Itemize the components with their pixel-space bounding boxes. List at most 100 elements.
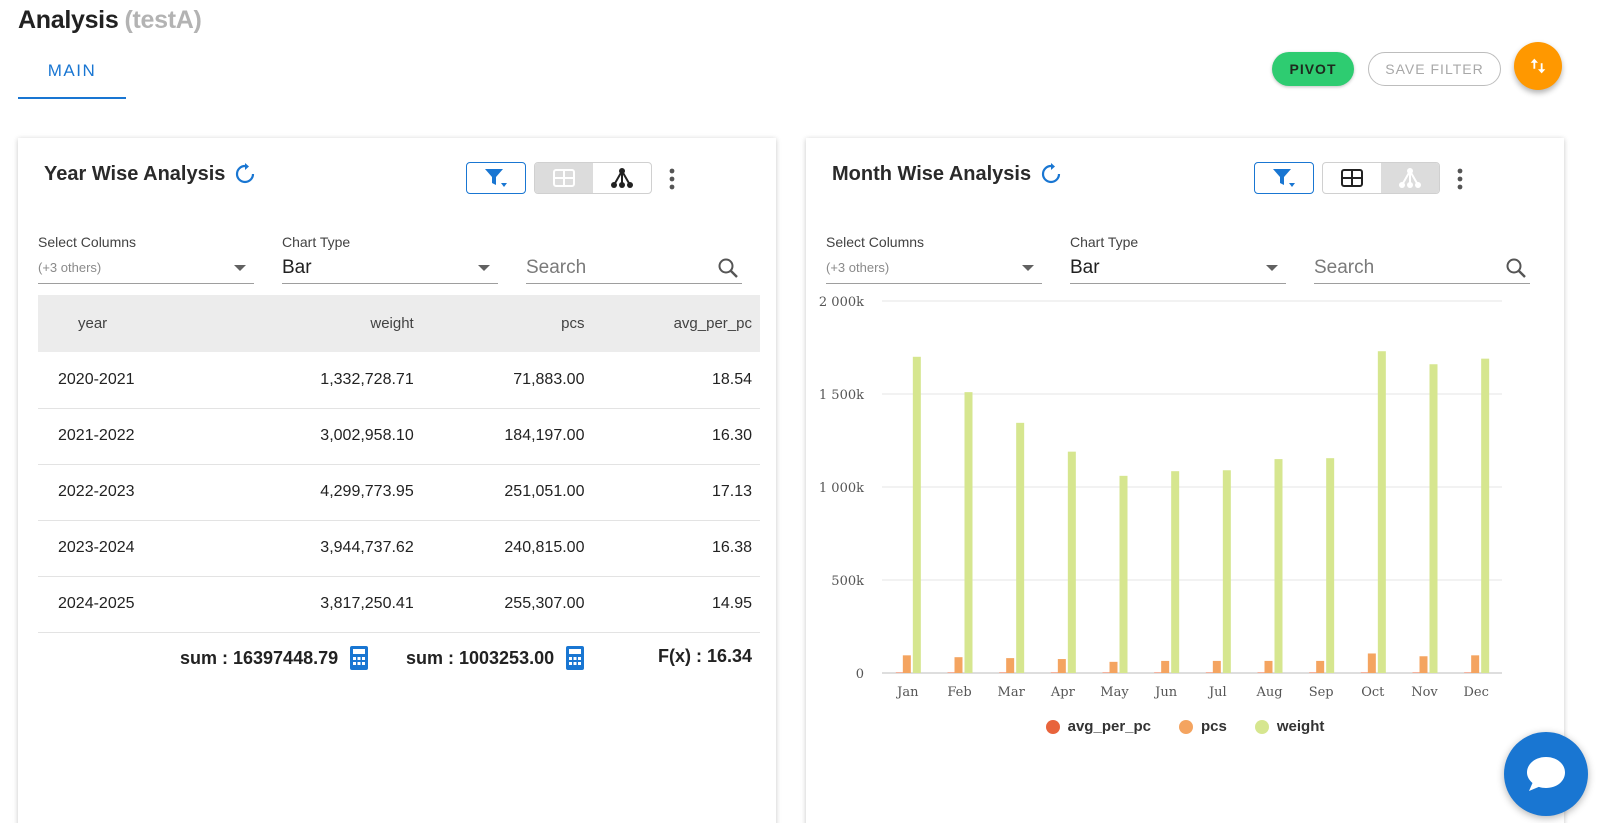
column-header-avg-per-pc[interactable]: avg_per_pc (673, 315, 752, 332)
table-icon (1341, 169, 1363, 187)
chat-button[interactable] (1504, 732, 1588, 816)
legend-dot-pcs (1179, 719, 1194, 734)
year-wise-card: Year Wise Analysis Select Columns (+3 ot… (18, 138, 776, 823)
bar-pcs (954, 657, 963, 673)
cell-pcs: 184,197.00 (421, 408, 593, 465)
table-row[interactable]: 2023-2024 3,944,737.62 240,815.00 16.38 (38, 520, 760, 577)
page-title-text: Analysis (18, 6, 119, 34)
dropdown-arrow-icon (478, 265, 490, 271)
search-field (1314, 252, 1530, 284)
table-row[interactable]: 2024-2025 3,817,250.41 255,307.00 14.95 (38, 576, 760, 633)
search-input[interactable] (1314, 256, 1494, 279)
year-card-title-text: Year Wise Analysis (44, 162, 226, 185)
table-row[interactable]: 2021-2022 3,002,958.10 184,197.00 16.30 (38, 408, 760, 465)
bar-avg-per-pc (1257, 672, 1266, 673)
legend-label-avg-per-pc: avg_per_pc (1067, 718, 1152, 735)
bar-weight (1274, 459, 1283, 673)
cell-pcs: 240,815.00 (421, 520, 593, 577)
chart-view-toggle[interactable] (1381, 163, 1439, 193)
bar-avg-per-pc (1464, 672, 1473, 673)
bar-pcs (1057, 659, 1066, 673)
bar-pcs (1161, 660, 1170, 673)
refresh-icon[interactable] (1039, 162, 1063, 186)
bar-weight (1326, 458, 1335, 673)
chart-type-dropdown[interactable]: Bar (1070, 252, 1286, 284)
cell-pcs: 255,307.00 (421, 576, 593, 633)
y-tick-label: 1 500k (819, 388, 864, 403)
x-tick-label: Dec (1463, 685, 1488, 700)
filter-button[interactable] (1254, 162, 1314, 194)
search-input[interactable] (526, 256, 706, 279)
tab-main[interactable]: MAIN (18, 44, 126, 99)
hierarchy-icon (611, 168, 633, 188)
total-pcs: sum : 1003253.00 (406, 646, 585, 670)
y-tick-label: 2 000k (819, 295, 864, 310)
total-pcs-value: sum : 1003253.00 (406, 647, 555, 668)
more-vert-icon (1457, 168, 1463, 190)
month-card-title-text: Month Wise Analysis (832, 162, 1032, 185)
bar-avg-per-pc (1360, 672, 1369, 673)
month-card-title: Month Wise Analysis (832, 162, 1063, 186)
x-tick-label: Mar (998, 685, 1026, 700)
bar-weight (1377, 351, 1386, 673)
cell-weight: 1,332,728.71 (225, 352, 422, 409)
page-subtitle: (testA) (124, 6, 202, 34)
chart-view-toggle[interactable] (593, 163, 651, 193)
table-view-toggle[interactable] (535, 163, 593, 193)
cell-weight: 3,002,958.10 (225, 408, 422, 465)
table-row[interactable]: 2022-2023 4,299,773.95 251,051.00 17.13 (38, 464, 760, 521)
select-columns-dropdown[interactable]: (+3 others) (826, 252, 1042, 284)
column-header-weight[interactable]: weight (370, 315, 414, 332)
total-weight-value: sum : 16397448.79 (180, 647, 339, 668)
calculator-icon[interactable] (566, 646, 585, 670)
chart-type-label: Chart Type (1070, 234, 1139, 250)
legend-item-pcs[interactable]: pcs (1179, 718, 1227, 735)
x-tick-label: May (1100, 685, 1129, 700)
table-view-toggle[interactable] (1323, 163, 1381, 193)
select-columns-dropdown[interactable]: (+3 others) (38, 252, 254, 284)
bar-weight (1119, 475, 1128, 673)
cell-pcs: 251,051.00 (421, 464, 593, 521)
bar-weight (1067, 451, 1076, 673)
bar-pcs (1367, 653, 1376, 673)
bar-pcs (1316, 660, 1325, 673)
bar-avg-per-pc (1205, 672, 1214, 673)
x-tick-label: Jun (1153, 685, 1178, 700)
pivot-button[interactable]: PIVOT (1272, 52, 1354, 86)
column-header-pcs[interactable]: pcs (561, 315, 585, 332)
total-avg: F(x) : 16.34 (658, 646, 752, 667)
bar-weight (1016, 422, 1025, 673)
bar-avg-per-pc (1050, 672, 1059, 673)
y-tick-label: 0 (856, 667, 864, 682)
more-options-button[interactable] (1450, 164, 1470, 194)
totals-row: sum : 16397448.79 sum : 1003253.00 F(x) … (38, 636, 760, 682)
x-tick-label: Apr (1050, 685, 1076, 700)
bar-weight (964, 392, 973, 673)
cell-avg-per-pc: 16.38 (592, 520, 760, 577)
hierarchy-icon (1399, 168, 1421, 188)
chart-type-value: Bar (282, 256, 312, 278)
column-header-year[interactable]: year (78, 315, 108, 332)
filter-button[interactable] (466, 162, 526, 194)
chart-type-dropdown[interactable]: Bar (282, 252, 498, 284)
sort-fab-button[interactable] (1514, 42, 1562, 90)
table-row[interactable]: 2020-2021 1,332,728.71 71,883.00 18.54 (38, 352, 760, 409)
select-columns-value: (+3 others) (38, 260, 102, 275)
x-tick-label: Nov (1411, 685, 1438, 700)
more-vert-icon (669, 168, 675, 190)
search-icon[interactable] (1504, 256, 1528, 280)
month-bar-chart: 0 500k 1 000k 1 500k 2 000k Jan Feb Mar Apr May Ju… (806, 288, 1564, 758)
cell-weight: 3,817,250.41 (225, 576, 422, 633)
save-filter-button[interactable]: SAVE FILTER (1368, 52, 1501, 86)
refresh-icon[interactable] (233, 162, 257, 186)
legend-item-weight[interactable]: weight (1254, 718, 1324, 735)
bar-avg-per-pc (895, 672, 904, 673)
legend-item-avg-per-pc[interactable]: avg_per_pc (1045, 718, 1152, 735)
calculator-icon[interactable] (350, 646, 369, 670)
search-icon[interactable] (716, 256, 740, 280)
view-toggle-group (1322, 162, 1440, 194)
year-data-table: year weight pcs avg_per_pc 2020-2021 1,3… (38, 295, 760, 633)
filter-icon (485, 169, 507, 187)
x-tick-label: Sep (1309, 685, 1334, 700)
more-options-button[interactable] (662, 164, 682, 194)
